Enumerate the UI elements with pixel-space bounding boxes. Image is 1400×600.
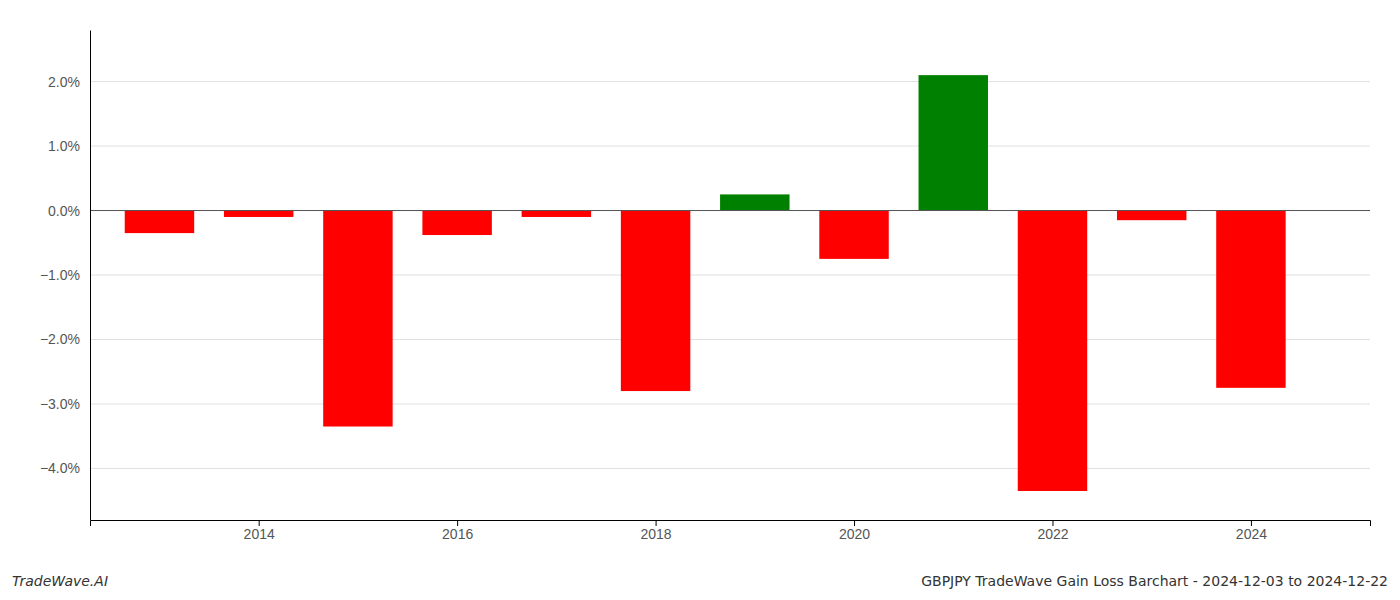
x-tick: 2014 <box>244 520 275 542</box>
x-axis-line <box>91 521 1371 527</box>
x-tick: 2016 <box>442 520 473 542</box>
y-tick: −2.0% <box>40 331 90 347</box>
grid <box>90 82 1370 469</box>
y-tick: −1.0% <box>40 267 90 283</box>
x-tick: 2018 <box>641 520 672 542</box>
bar <box>224 211 293 217</box>
grid-line <box>90 403 1370 404</box>
bar <box>819 211 888 259</box>
bar <box>323 211 392 427</box>
y-tick: −3.0% <box>40 396 90 412</box>
x-tick: 2024 <box>1236 520 1267 542</box>
y-tick-label: 2.0% <box>48 74 80 90</box>
y-tick-label: −4.0% <box>40 460 80 476</box>
x-tick-label: 2018 <box>641 526 672 542</box>
grid-line <box>90 210 1370 211</box>
x-tick: 2022 <box>1037 520 1068 542</box>
grid-line <box>90 81 1370 82</box>
x-tick-label: 2020 <box>839 526 870 542</box>
grid-line <box>90 339 1370 340</box>
x-axis: 2014 2016 2018 2020 2022 2024 <box>91 520 1371 542</box>
zero-line <box>90 210 1370 211</box>
grid-line <box>90 275 1370 276</box>
x-tick: 2020 <box>839 520 870 542</box>
grid-line <box>90 468 1370 469</box>
bar <box>1216 211 1285 388</box>
y-tick: 1.0% <box>48 138 90 154</box>
bar <box>422 211 491 236</box>
bar <box>125 211 194 234</box>
x-tick-label: 2022 <box>1037 526 1068 542</box>
bar <box>919 75 988 210</box>
y-tick-label: 1.0% <box>48 138 80 154</box>
title: GBPJPY TradeWave Gain Loss Barchart - 20… <box>921 573 1388 589</box>
y-axis: −4.0% −3.0% −2.0% −1.0% 0.0% 1.0% 2.0% <box>40 31 91 521</box>
chart: 201420162018202020222024−4.0%−3.0%−2.0%−… <box>0 0 1400 600</box>
plot-area <box>125 75 1286 491</box>
y-tick-label: −2.0% <box>40 331 80 347</box>
y-tick-label: −3.0% <box>40 396 80 412</box>
y-tick-label: −1.0% <box>40 267 80 283</box>
watermark: TradeWave.AI <box>12 573 108 589</box>
x-tick-label: 2024 <box>1236 526 1267 542</box>
bar <box>720 194 789 210</box>
y-tick: 2.0% <box>48 74 90 90</box>
y-axis-line <box>90 31 91 521</box>
x-tick-label: 2014 <box>244 526 275 542</box>
y-tick: −4.0% <box>40 460 90 476</box>
bar <box>522 211 591 217</box>
x-tick-label: 2016 <box>442 526 473 542</box>
y-tick-label: 0.0% <box>48 203 80 219</box>
grid-line <box>90 146 1370 147</box>
bar <box>621 211 690 392</box>
bar <box>1018 211 1087 491</box>
y-tick: 0.0% <box>48 203 90 219</box>
bar <box>1117 211 1186 221</box>
